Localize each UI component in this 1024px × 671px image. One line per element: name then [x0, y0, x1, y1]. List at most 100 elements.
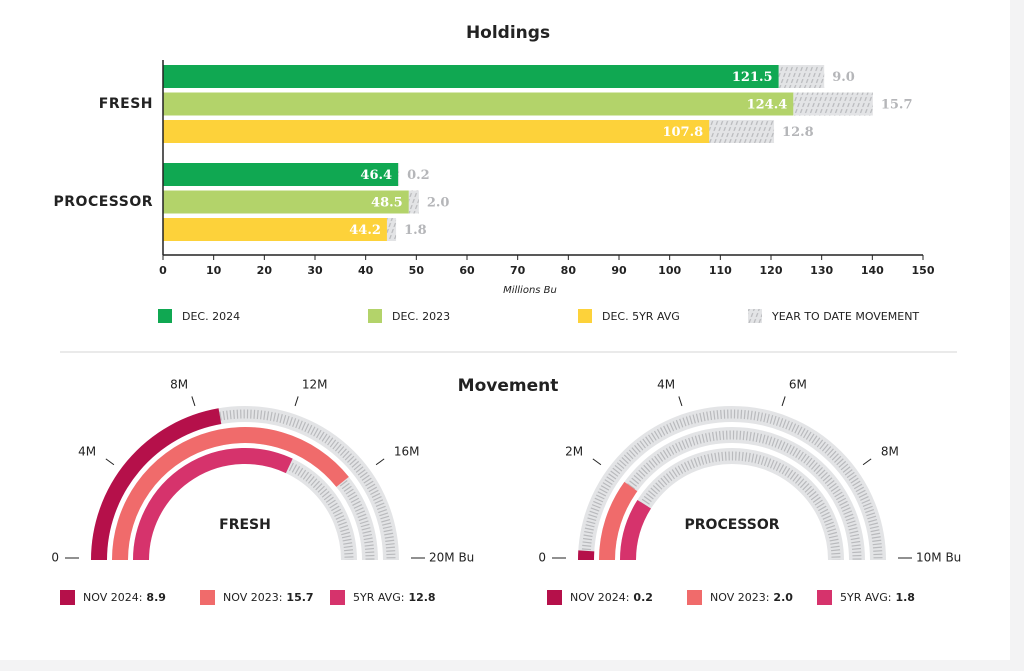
- x-tick-label: 130: [810, 264, 833, 277]
- x-tick-label: 120: [760, 264, 783, 277]
- gauge-arc: [620, 499, 652, 561]
- movement-bar: [778, 65, 825, 88]
- gauge-tick-label: 16M: [394, 444, 420, 458]
- gauge-tick: [191, 396, 196, 407]
- x-tick-label: 150: [912, 264, 935, 277]
- x-tick-label: 40: [358, 264, 374, 277]
- legend-swatch: [330, 590, 345, 605]
- bar-value-label: 124.4: [747, 98, 788, 113]
- legend-value: 8.9: [146, 591, 166, 604]
- bar: [163, 65, 779, 88]
- movement-value-label: 12.8: [782, 125, 814, 140]
- gauge-tick-label: 4M: [78, 444, 96, 458]
- gauge-tick-label: 0: [538, 551, 546, 565]
- gauge-tick-label: 8M: [881, 444, 899, 458]
- legend-swatch: [60, 590, 75, 605]
- legend-label: DEC. 2024: [182, 310, 240, 323]
- movement-bar: [386, 218, 397, 241]
- category-label: FRESH: [99, 96, 153, 112]
- legend-value: 2.0: [773, 591, 793, 604]
- bar: [163, 163, 399, 186]
- legend-label: NOV 2023:: [710, 591, 769, 604]
- x-tick-label: 100: [658, 264, 681, 277]
- bar-value-label: 46.4: [360, 168, 392, 183]
- gauge-tick: [678, 396, 683, 407]
- gauge-tick: [592, 458, 602, 466]
- movement-bar: [408, 190, 419, 214]
- x-tick-label: 140: [861, 264, 884, 277]
- gauge-hatch: [581, 409, 883, 561]
- gauge-arc: [133, 448, 293, 561]
- category-label: PROCESSOR: [54, 194, 154, 210]
- legend-value: 0.2: [633, 591, 653, 604]
- gauge-tick-label: 20M Bu: [429, 551, 474, 565]
- legend-swatch: [368, 309, 382, 323]
- chart-title: Holdings: [466, 23, 550, 43]
- gauge-tick: [294, 396, 299, 407]
- gauge-arc: [112, 427, 349, 561]
- gauge-tick: [862, 458, 872, 466]
- x-tick-label: 10: [206, 264, 222, 277]
- legend-swatch: [687, 590, 702, 605]
- bar-value-label: 44.2: [349, 223, 381, 238]
- x-tick-label: 60: [459, 264, 475, 277]
- legend-value: 1.8: [895, 591, 915, 604]
- gauge-tick-label: 12M: [302, 378, 328, 392]
- bar: [163, 218, 387, 241]
- movement-value-label: 0.2: [407, 168, 430, 183]
- movement-bar: [709, 120, 775, 143]
- movement-value-label: 1.8: [404, 223, 427, 238]
- gauge-tick: [105, 458, 115, 466]
- section-title: Movement: [458, 376, 559, 396]
- bar: [163, 92, 794, 116]
- bar-value-label: 107.8: [662, 125, 703, 140]
- x-tick-label: 30: [307, 264, 323, 277]
- movement-bar: [793, 92, 873, 116]
- gauge-tick-label: 0: [51, 551, 59, 565]
- x-tick-label: 70: [510, 264, 526, 277]
- gauge-tick: [781, 396, 786, 407]
- legend-label: 5YR AVG:: [353, 591, 404, 604]
- x-axis-label: Millions Bu: [503, 285, 557, 296]
- legend-swatch: [817, 590, 832, 605]
- gauge-tick: [375, 458, 385, 466]
- bar: [163, 190, 409, 214]
- gauge-center-label: PROCESSOR: [685, 517, 780, 533]
- x-tick-label: 0: [159, 264, 167, 277]
- gauge-tick-label: 8M: [170, 378, 188, 392]
- movement-value-label: 2.0: [427, 196, 450, 211]
- gauge-arc: [91, 408, 222, 561]
- legend-value: 12.8: [408, 591, 435, 604]
- legend-label: YEAR TO DATE MOVEMENT: [771, 310, 919, 323]
- movement-value-label: 9.0: [832, 70, 855, 85]
- legend-swatch: [547, 590, 562, 605]
- legend-swatch: [200, 590, 215, 605]
- gauge-center-label: FRESH: [219, 517, 271, 533]
- legend-label: 5YR AVG:: [840, 591, 891, 604]
- x-tick-label: 80: [561, 264, 577, 277]
- legend-label: NOV 2023:: [223, 591, 282, 604]
- legend-swatch: [578, 309, 592, 323]
- legend-label: NOV 2024:: [83, 591, 142, 604]
- x-tick-label: 20: [257, 264, 273, 277]
- legend-value: 15.7: [286, 591, 313, 604]
- legend-label: DEC. 5YR AVG: [602, 310, 680, 323]
- legend-label: DEC. 2023: [392, 310, 450, 323]
- movement-bar: [398, 163, 400, 186]
- gauge-arc: [599, 481, 638, 561]
- x-tick-label: 90: [611, 264, 627, 277]
- gauge-tick-label: 2M: [565, 444, 583, 458]
- movement-value-label: 15.7: [881, 98, 913, 113]
- legend-swatch: [158, 309, 172, 323]
- gauge-tick-label: 10M Bu: [916, 551, 961, 565]
- legend-swatch: [748, 309, 762, 323]
- bar-value-label: 121.5: [732, 70, 773, 85]
- gauge-hatch: [94, 409, 396, 561]
- bar: [163, 120, 710, 143]
- gauge-tick-label: 6M: [789, 378, 807, 392]
- legend-label: NOV 2024:: [570, 591, 629, 604]
- x-tick-label: 50: [409, 264, 425, 277]
- x-tick-label: 110: [709, 264, 732, 277]
- bar-value-label: 48.5: [371, 196, 403, 211]
